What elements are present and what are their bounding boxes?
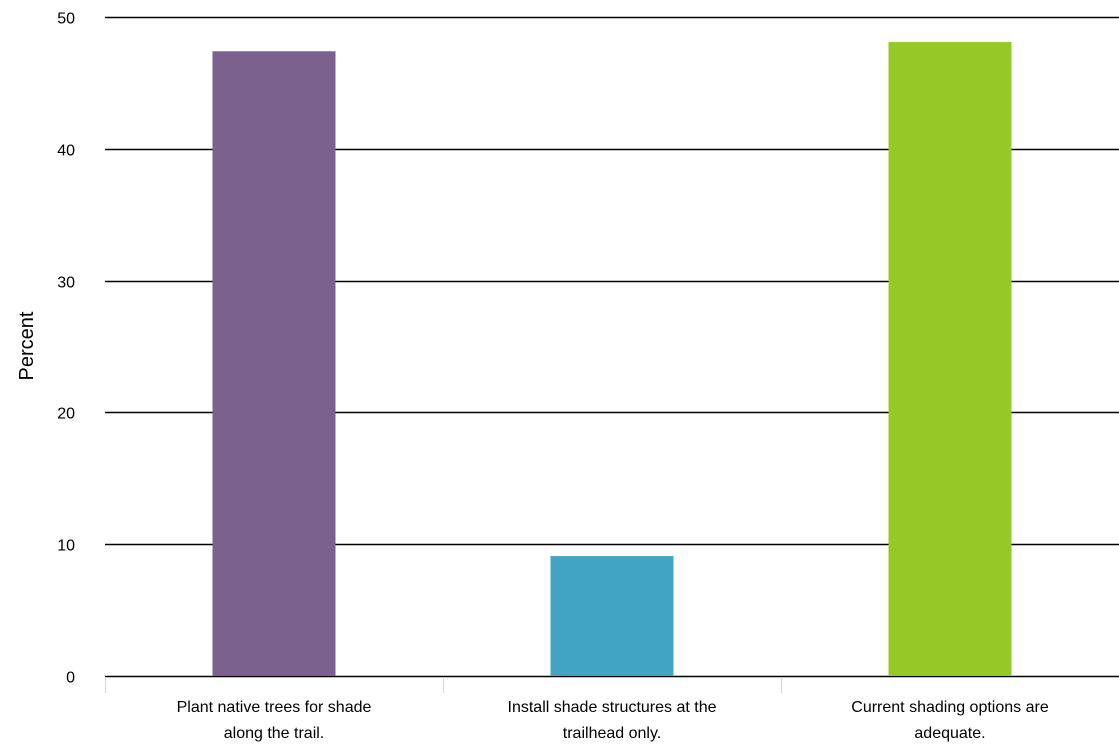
y-axis-title: Percent xyxy=(16,311,38,380)
x-category-label: trailhead only. xyxy=(563,725,661,742)
y-tick-label: 0 xyxy=(66,670,75,687)
x-category-label: adequate. xyxy=(914,725,985,742)
y-axis-ticks: 0 10 20 30 40 50 xyxy=(57,11,75,687)
bar-3 xyxy=(888,42,1012,677)
x-category-label: along the trail. xyxy=(224,725,325,742)
x-category-label: Plant native trees for shade xyxy=(177,699,372,716)
x-category-label: Current shading options are xyxy=(851,699,1049,716)
bars xyxy=(212,42,1012,677)
bar-2 xyxy=(550,556,674,676)
y-tick-label: 30 xyxy=(57,275,75,292)
y-tick-label: 20 xyxy=(57,406,75,423)
y-tick-label: 40 xyxy=(57,143,75,160)
y-tick-label: 50 xyxy=(57,11,75,28)
bar-1 xyxy=(212,51,336,676)
x-category-label: Install shade structures at the xyxy=(508,699,717,716)
x-axis: Plant native trees for shade along the tr… xyxy=(105,677,1049,742)
y-tick-label: 10 xyxy=(57,538,75,555)
